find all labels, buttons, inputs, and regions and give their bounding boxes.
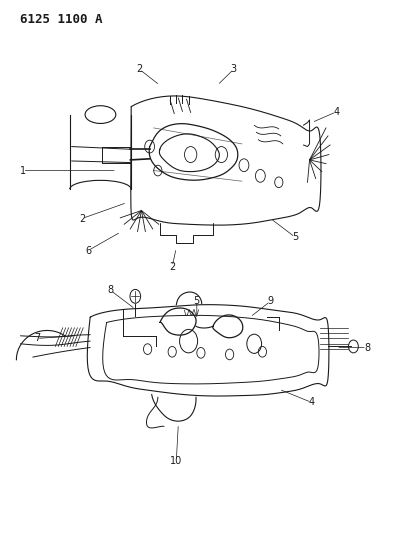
Text: 5: 5 bbox=[291, 232, 298, 242]
Text: 6: 6 bbox=[85, 246, 91, 255]
Text: 7: 7 bbox=[34, 334, 40, 343]
Text: 4: 4 bbox=[333, 107, 338, 117]
Text: 2: 2 bbox=[169, 262, 175, 271]
Text: 1: 1 bbox=[20, 166, 25, 175]
Text: 10: 10 bbox=[170, 456, 182, 466]
Text: 2: 2 bbox=[136, 64, 142, 74]
Text: 5: 5 bbox=[193, 296, 200, 306]
Text: 3: 3 bbox=[230, 64, 236, 74]
Text: 8: 8 bbox=[108, 286, 113, 295]
Text: 2: 2 bbox=[79, 214, 85, 223]
Text: 8: 8 bbox=[363, 343, 369, 352]
Text: 9: 9 bbox=[267, 296, 273, 306]
Text: 6125 1100 A: 6125 1100 A bbox=[20, 13, 103, 26]
Text: 4: 4 bbox=[308, 398, 314, 407]
